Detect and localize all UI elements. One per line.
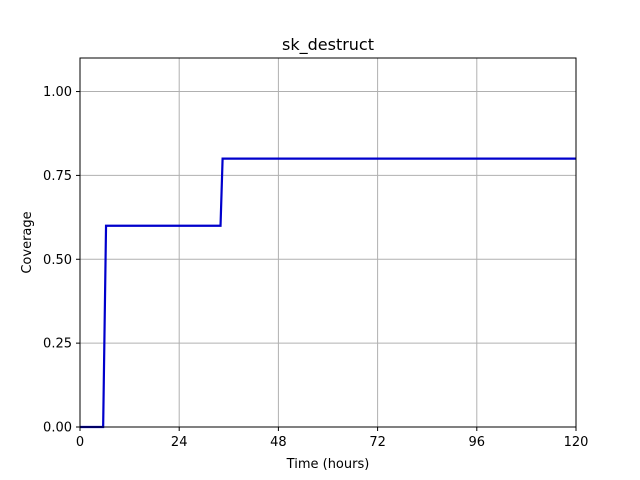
x-tick-label: 24 xyxy=(171,435,188,450)
plot-frame xyxy=(79,57,577,428)
x-tick-label: 48 xyxy=(270,435,287,450)
y-axis-label: Coverage xyxy=(20,211,35,273)
y-tick-label: 0.00 xyxy=(43,421,72,436)
x-tick-label: 0 xyxy=(76,435,84,450)
y-tick-label: 0.25 xyxy=(43,337,72,352)
x-tick-label: 96 xyxy=(469,435,486,450)
y-tick-label: 0.75 xyxy=(43,169,72,184)
x-tick-label: 120 xyxy=(564,435,589,450)
y-tick-label: 0.50 xyxy=(43,253,72,268)
y-tick-label: 1.00 xyxy=(43,85,72,100)
chart-title: sk_destruct xyxy=(282,35,374,55)
x-axis-label: Time (hours) xyxy=(286,457,370,472)
x-tick-label: 72 xyxy=(369,435,386,450)
tick-layer: 0 24 48 72 96 120 0.00 0.25 0.50 0.75 1.00 xyxy=(43,85,588,450)
